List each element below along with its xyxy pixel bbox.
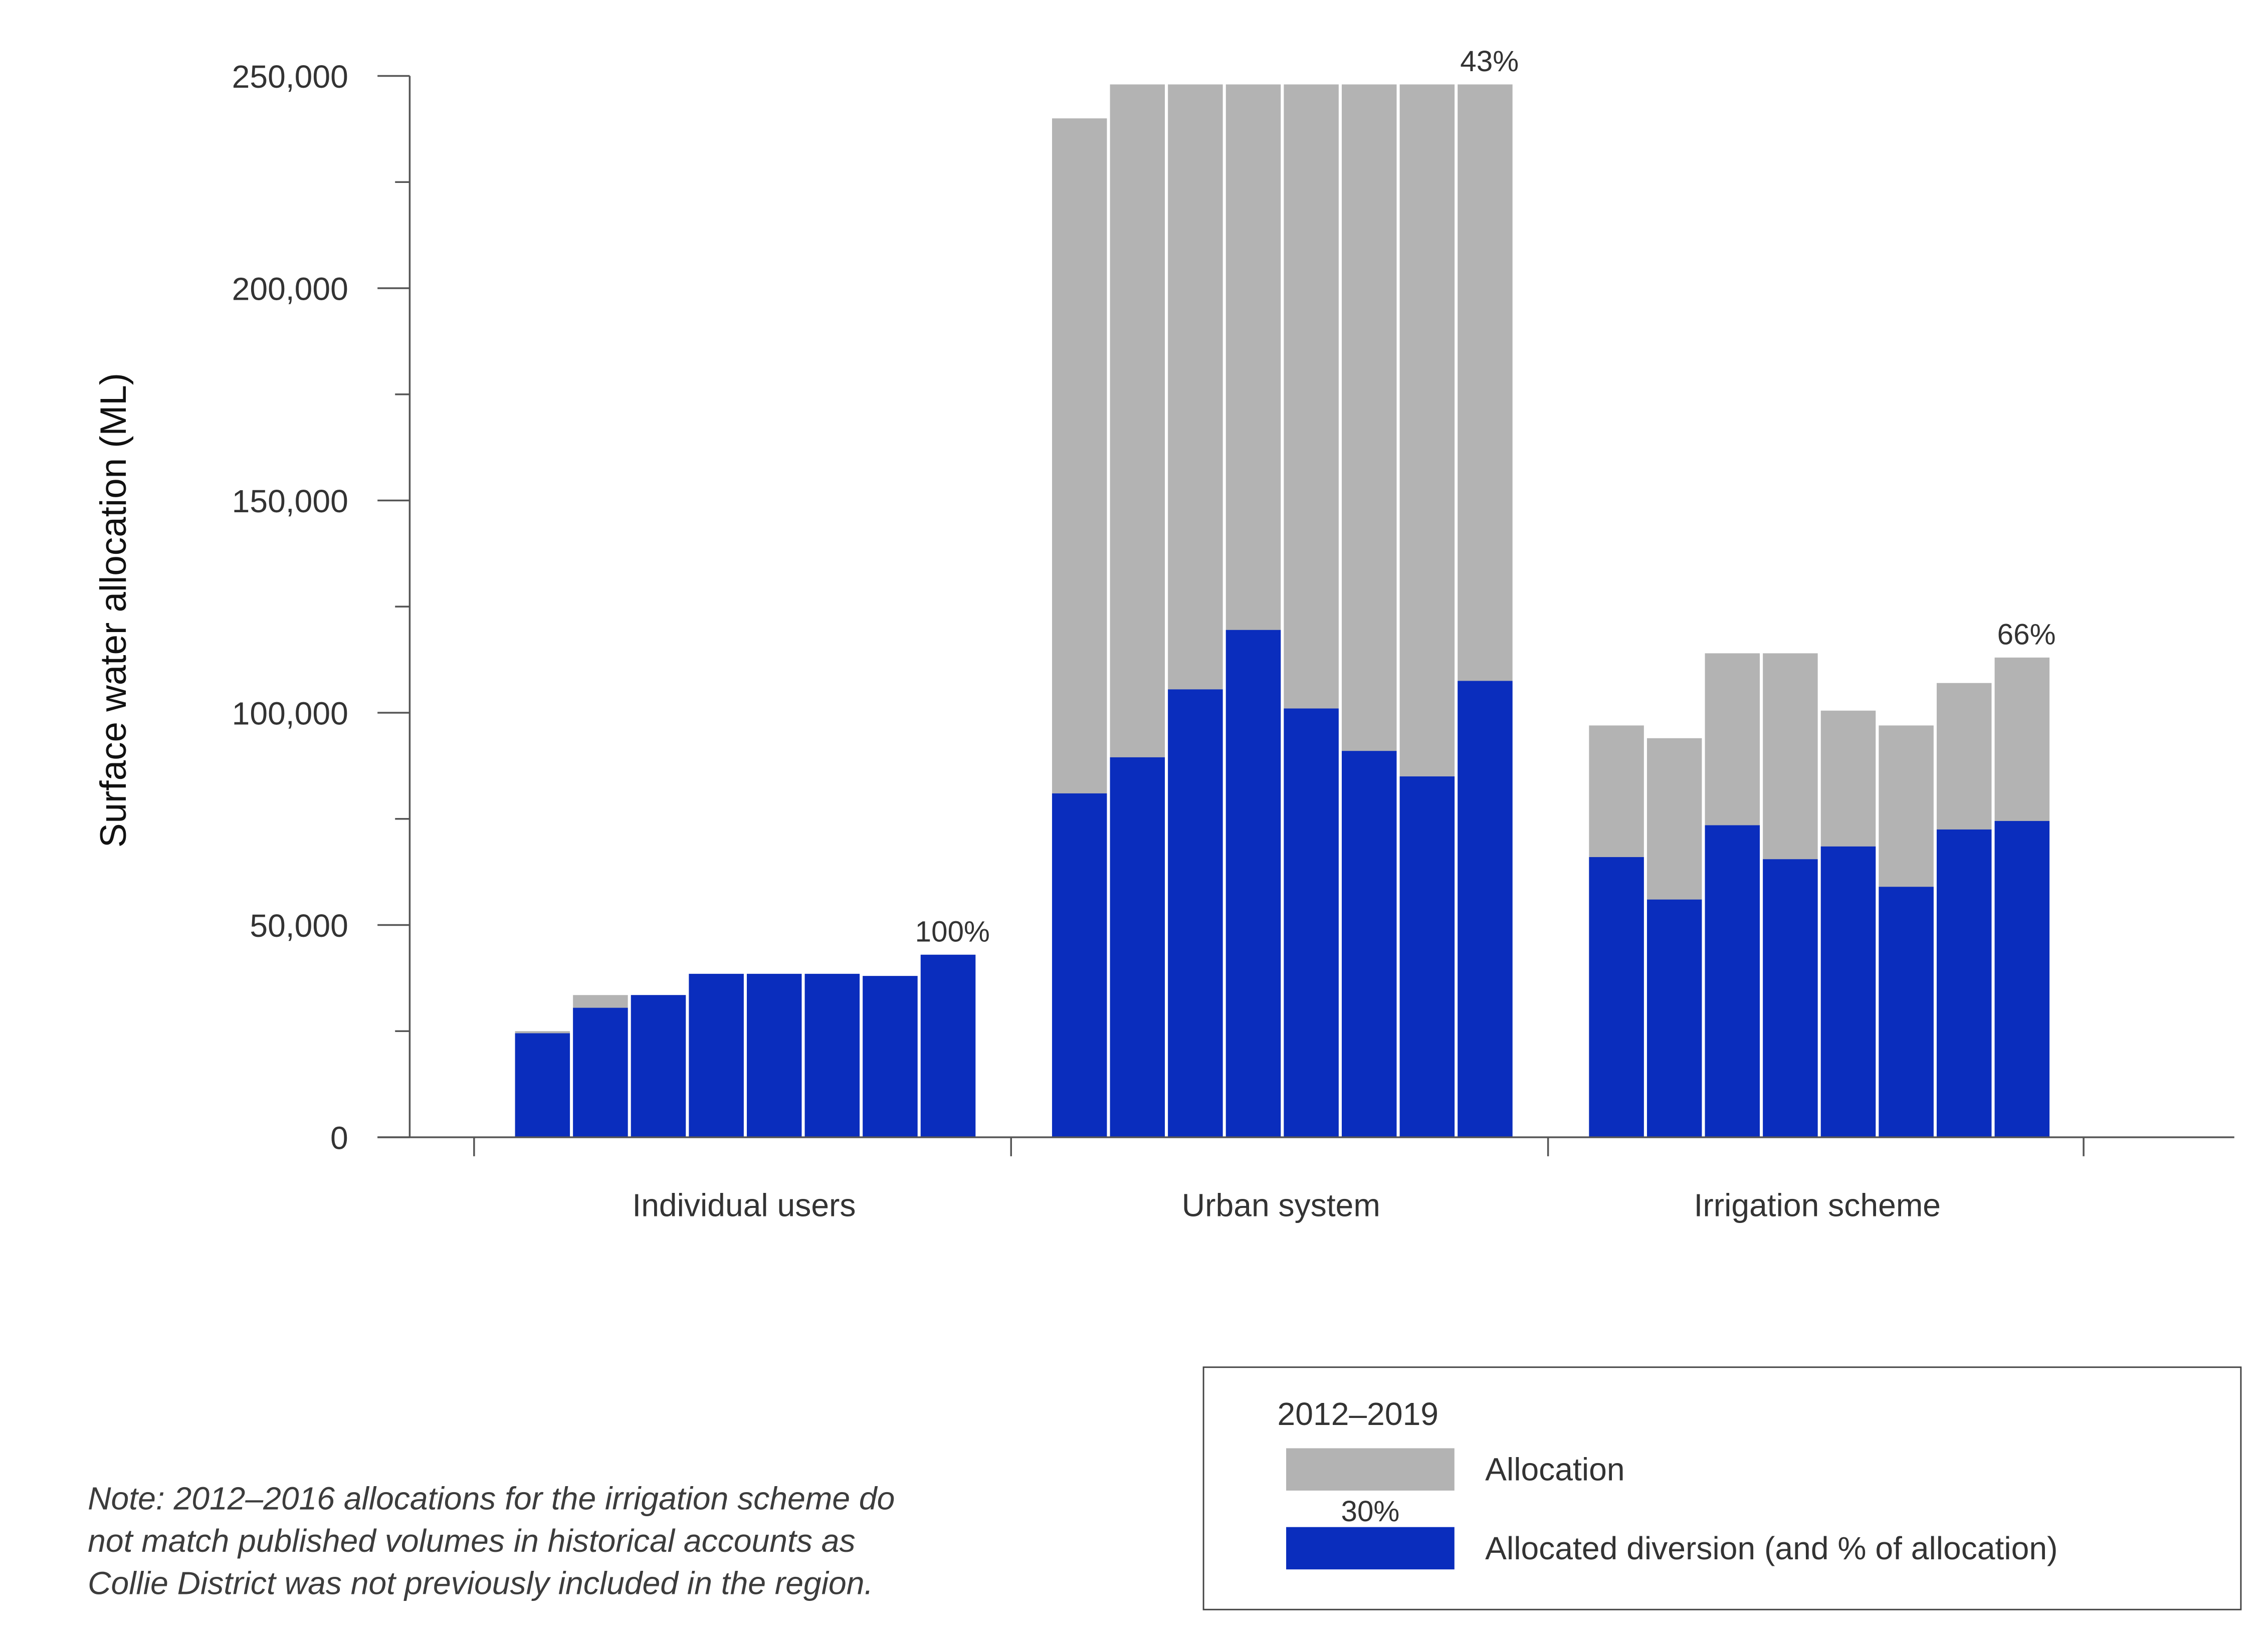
bars-layer bbox=[515, 84, 2050, 1137]
bar-allocated-diversion-urban-system-2 bbox=[1110, 757, 1165, 1137]
bar-allocated-diversion-individual-users-8 bbox=[920, 954, 976, 1137]
bar-allocated-diversion-irrigation-scheme-2 bbox=[1646, 899, 1702, 1137]
bar-allocated-diversion-irrigation-scheme-4 bbox=[1763, 859, 1818, 1137]
y-tick-label-3: 150,000 bbox=[232, 483, 348, 519]
bar-allocated-diversion-individual-users-4 bbox=[689, 973, 744, 1137]
bar-allocated-diversion-irrigation-scheme-5 bbox=[1820, 846, 1876, 1137]
bar-allocated-diversion-urban-system-6 bbox=[1341, 751, 1397, 1137]
bar-allocated-diversion-urban-system-1 bbox=[1052, 793, 1107, 1137]
legend-swatch-allocation bbox=[1286, 1448, 1455, 1491]
bar-allocated-diversion-irrigation-scheme-1 bbox=[1589, 857, 1644, 1137]
category-label-individual-users: Individual users bbox=[632, 1187, 856, 1223]
bar-allocated-diversion-urban-system-8 bbox=[1458, 681, 1513, 1137]
legend-title: 2012–2019 bbox=[1277, 1395, 1439, 1432]
legend-label-allocation: Allocation bbox=[1485, 1451, 1625, 1488]
bar-allocated-diversion-individual-users-3 bbox=[631, 995, 686, 1137]
bar-allocated-diversion-irrigation-scheme-6 bbox=[1879, 887, 1934, 1137]
annotation-individual-users: 100% bbox=[915, 916, 990, 948]
y-tick-label-1: 50,000 bbox=[250, 908, 348, 944]
legend-label-allocated-diversion: Allocated diversion (and % of allocation… bbox=[1485, 1530, 2058, 1567]
bar-allocated-diversion-individual-users-2 bbox=[573, 1007, 628, 1137]
y-tick-label-2: 100,000 bbox=[232, 695, 348, 731]
annotation-urban-system: 43% bbox=[1460, 45, 1519, 78]
y-tick-label-5: 250,000 bbox=[232, 59, 348, 95]
bar-allocated-diversion-individual-users-1 bbox=[515, 1033, 570, 1137]
axes-layer bbox=[377, 75, 2234, 1156]
y-axis-label: Surface water allocation (ML) bbox=[93, 373, 134, 848]
bar-allocated-diversion-irrigation-scheme-3 bbox=[1705, 825, 1760, 1137]
annotation-irrigation-scheme: 66% bbox=[1997, 619, 2056, 651]
y-tick-label-0: 0 bbox=[330, 1120, 348, 1156]
labels-layer: 100% Individual users 43% Urban system 66% Ir… bbox=[93, 45, 2056, 1223]
category-label-irrigation-scheme: Irrigation scheme bbox=[1694, 1187, 1941, 1223]
bar-allocated-diversion-urban-system-3 bbox=[1168, 689, 1223, 1137]
legend-example-pct: 30% bbox=[1341, 1496, 1400, 1529]
category-label-urban-system: Urban system bbox=[1182, 1187, 1380, 1223]
legend: 2012–2019 Allocation 30% Allocated diver… bbox=[1202, 1366, 2242, 1610]
footnote: Note: 2012–2016 allocations for the irri… bbox=[88, 1480, 895, 1602]
bar-allocated-diversion-individual-users-6 bbox=[804, 973, 860, 1137]
bar-allocated-diversion-urban-system-4 bbox=[1225, 630, 1281, 1137]
bar-allocated-diversion-irrigation-scheme-7 bbox=[1936, 829, 1992, 1137]
bar-allocated-diversion-individual-users-7 bbox=[863, 976, 918, 1137]
bar-allocated-diversion-irrigation-scheme-8 bbox=[1994, 821, 2050, 1137]
y-tick-label-4: 200,000 bbox=[232, 271, 348, 307]
legend-swatch-allocated-diversion bbox=[1286, 1527, 1455, 1570]
bar-allocated-diversion-urban-system-5 bbox=[1284, 708, 1339, 1137]
bar-allocated-diversion-urban-system-7 bbox=[1399, 776, 1455, 1137]
bar-allocated-diversion-individual-users-5 bbox=[747, 973, 802, 1137]
